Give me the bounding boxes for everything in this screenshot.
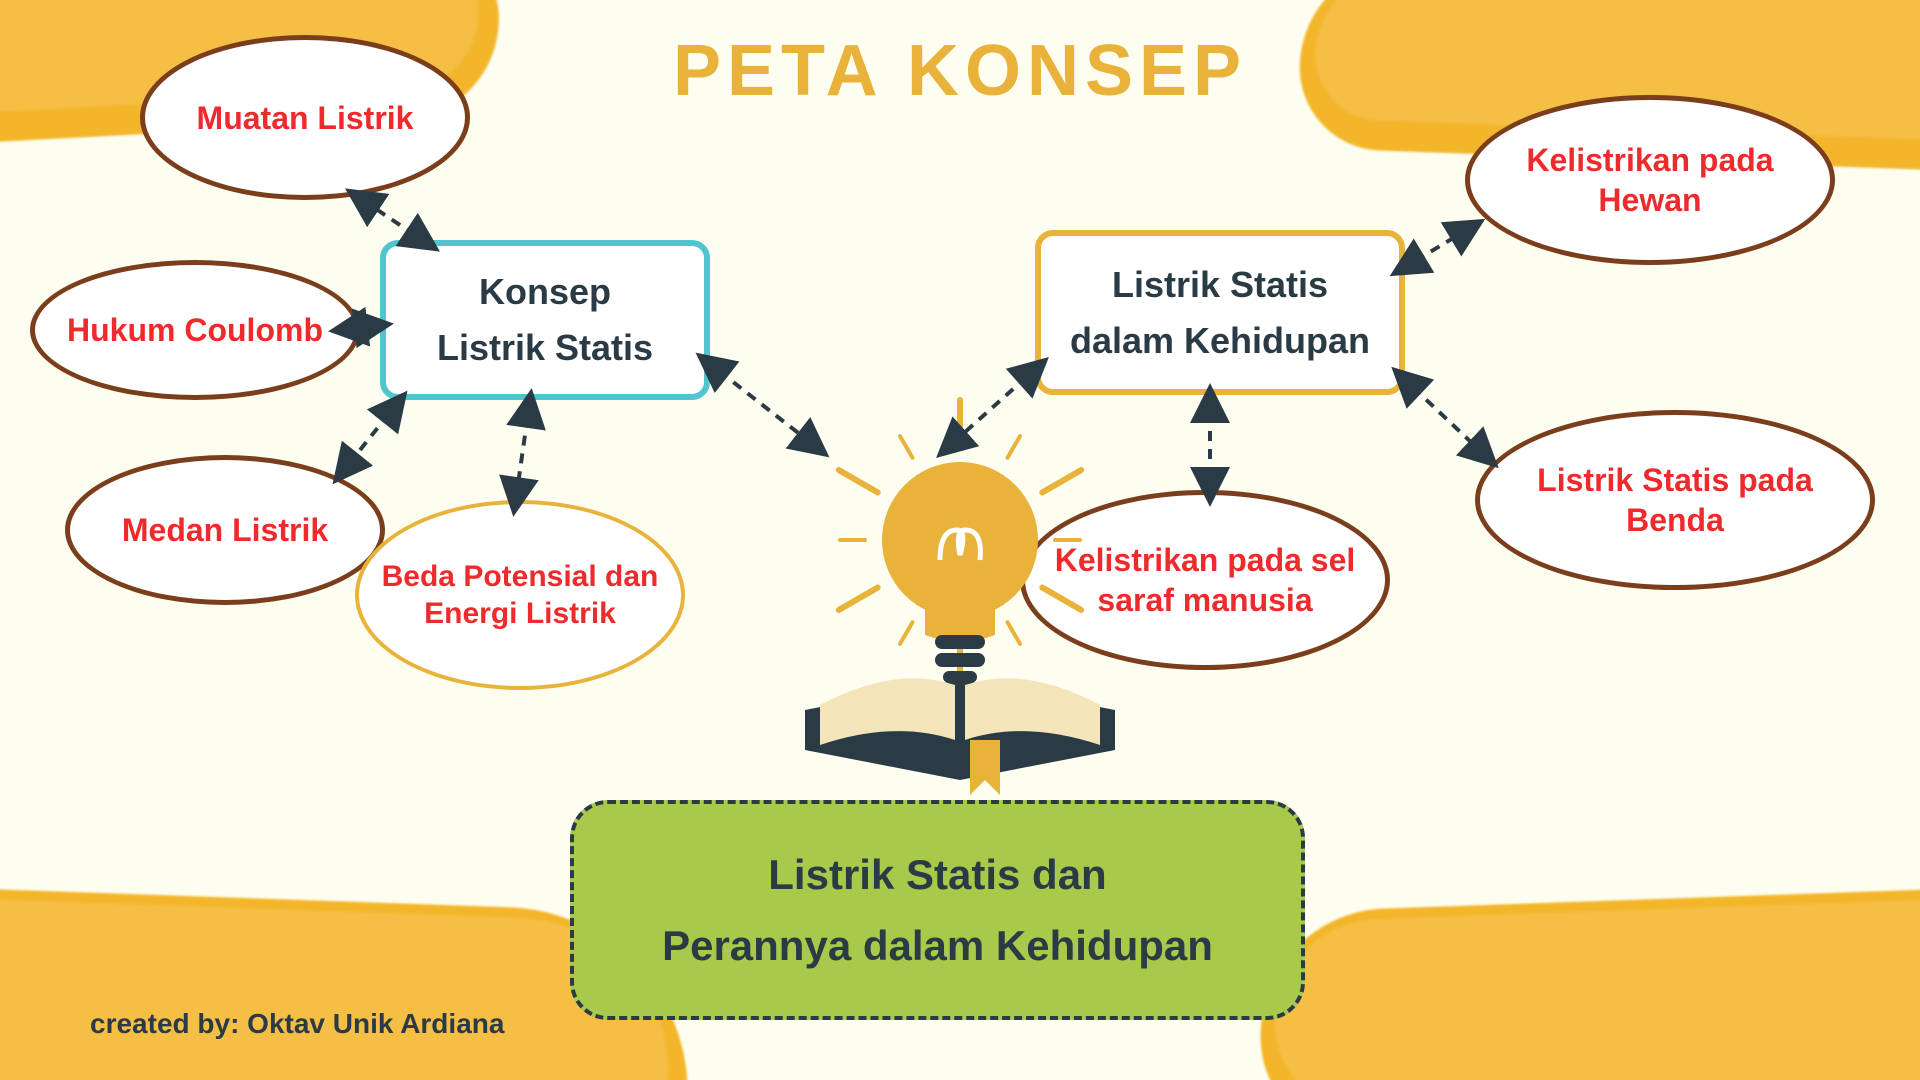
book-lightbulb-icon — [745, 380, 1175, 810]
node-label: Kelistrikan pada Hewan — [1492, 140, 1808, 220]
node-kelistrikan-hewan: Kelistrikan pada Hewan — [1465, 95, 1835, 265]
credit-text: created by: Oktav Unik Ardiana — [90, 1008, 504, 1040]
node-listrik-statis-benda: Listrik Statis pada Benda — [1475, 410, 1875, 590]
node-label: Medan Listrik — [122, 510, 328, 550]
node-main-topic: Listrik Statis danPerannya dalam Kehidup… — [570, 800, 1305, 1020]
node-label: Listrik Statis pada Benda — [1502, 460, 1848, 540]
node-medan-listrik: Medan Listrik — [65, 455, 385, 605]
node-beda-potensial: Beda Potensial dan Energi Listrik — [355, 500, 685, 690]
node-label: Beda Potensial dan Energi Listrik — [381, 558, 659, 633]
node-label: Listrik Statis danPerannya dalam Kehidup… — [662, 839, 1213, 982]
node-label: Listrik Statisdalam Kehidupan — [1070, 257, 1370, 369]
brush-stroke-bottom-right — [1256, 887, 1920, 1080]
node-hukum-coulomb: Hukum Coulomb — [30, 260, 360, 400]
page-title: PETA KONSEP — [673, 30, 1247, 112]
node-listrik-statis-kehidupan: Listrik Statisdalam Kehidupan — [1035, 230, 1405, 395]
node-label: Muatan Listrik — [197, 98, 414, 138]
node-konsep-listrik-statis: KonsepListrik Statis — [380, 240, 710, 400]
node-muatan-listrik: Muatan Listrik — [140, 35, 470, 200]
node-label: Hukum Coulomb — [67, 310, 323, 350]
node-label: KonsepListrik Statis — [437, 264, 653, 376]
